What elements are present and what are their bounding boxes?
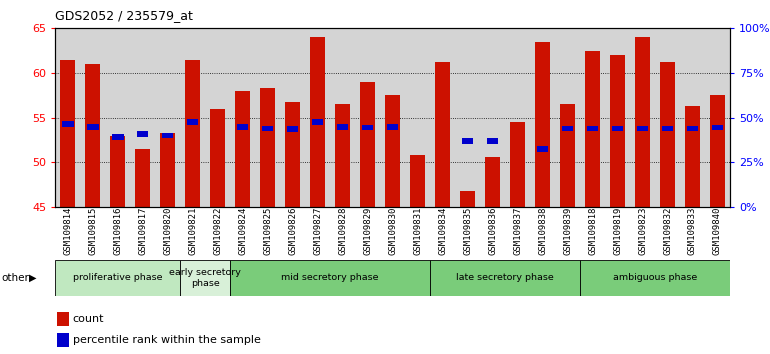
Bar (160, 133, 176, 207)
Text: GDS2052 / 235579_at: GDS2052 / 235579_at (55, 9, 193, 22)
Bar (55, 260, 180, 296)
Bar (410, 155, 425, 207)
Bar (460, 191, 475, 207)
Text: GSM109816: GSM109816 (113, 207, 122, 256)
Text: ▶: ▶ (29, 273, 37, 283)
Bar (435, 62, 450, 207)
Bar (710, 95, 725, 207)
Bar (180, 260, 230, 296)
Bar (230, 260, 430, 296)
Bar (110, 136, 126, 207)
Bar (213, 213, 223, 219)
Text: GSM109838: GSM109838 (538, 207, 547, 256)
Text: GSM109840: GSM109840 (713, 207, 722, 256)
Bar (335, 104, 350, 207)
Text: GSM109834: GSM109834 (438, 207, 447, 256)
Bar (310, 37, 325, 207)
Bar (85, 64, 100, 207)
Bar (637, 126, 648, 131)
Text: GSM109818: GSM109818 (588, 207, 597, 256)
Bar (287, 126, 299, 132)
Bar (385, 95, 400, 207)
Text: GSM109833: GSM109833 (688, 207, 697, 256)
Text: GSM109824: GSM109824 (238, 207, 247, 256)
Bar (362, 125, 373, 130)
Text: late secretory phase: late secretory phase (457, 273, 554, 282)
Text: GSM109832: GSM109832 (663, 207, 672, 256)
Bar (437, 213, 448, 219)
Bar (60, 59, 75, 207)
Text: proliferative phase: proliferative phase (73, 273, 162, 282)
Text: GSM109821: GSM109821 (189, 207, 197, 256)
Text: GSM109817: GSM109817 (139, 207, 147, 256)
Bar (412, 213, 424, 219)
Bar (62, 121, 74, 127)
Bar (337, 124, 348, 130)
Text: GSM109822: GSM109822 (213, 207, 223, 256)
Text: GSM109837: GSM109837 (513, 207, 522, 256)
Text: mid secretory phase: mid secretory phase (282, 273, 379, 282)
Text: GSM109831: GSM109831 (413, 207, 422, 256)
Text: percentile rank within the sample: percentile rank within the sample (72, 335, 260, 345)
Bar (711, 125, 723, 130)
Text: ambiguous phase: ambiguous phase (613, 273, 697, 282)
Bar (587, 126, 598, 131)
Text: GSM109815: GSM109815 (89, 207, 98, 256)
Bar (687, 126, 698, 131)
Bar (560, 104, 575, 207)
Bar (162, 133, 173, 138)
Text: GSM109836: GSM109836 (488, 207, 497, 256)
Bar (430, 260, 580, 296)
Text: GSM109820: GSM109820 (163, 207, 172, 256)
Bar (360, 82, 375, 207)
Bar (236, 91, 250, 207)
Bar (487, 138, 498, 144)
Text: other: other (2, 273, 29, 283)
Bar (186, 61, 200, 207)
Bar (685, 106, 700, 207)
Text: GSM109814: GSM109814 (63, 207, 72, 256)
Bar (510, 122, 525, 207)
Bar (612, 126, 623, 131)
Text: GSM109823: GSM109823 (638, 207, 647, 256)
Text: GSM109825: GSM109825 (263, 207, 273, 256)
Bar (562, 126, 573, 131)
Text: count: count (72, 314, 104, 324)
Bar (187, 119, 199, 125)
Text: GSM109826: GSM109826 (288, 207, 297, 256)
Bar (136, 149, 150, 207)
Bar (57, 333, 69, 347)
Text: GSM109829: GSM109829 (363, 207, 372, 256)
Text: GSM109827: GSM109827 (313, 207, 323, 256)
Bar (210, 109, 226, 207)
Bar (512, 213, 524, 219)
Bar (610, 55, 625, 207)
Bar (260, 88, 276, 207)
Text: GSM109819: GSM109819 (613, 207, 622, 256)
Bar (262, 126, 273, 131)
Bar (662, 126, 673, 131)
Bar (237, 124, 249, 130)
Bar (387, 124, 398, 130)
Text: early secretory
phase: early secretory phase (169, 268, 241, 287)
Bar (580, 260, 730, 296)
Bar (137, 131, 149, 137)
Bar (485, 157, 501, 207)
Bar (635, 37, 650, 207)
Bar (660, 62, 675, 207)
Text: GSM109828: GSM109828 (338, 207, 347, 256)
Bar (312, 119, 323, 125)
Text: GSM109839: GSM109839 (563, 207, 572, 256)
Bar (535, 42, 550, 207)
Bar (462, 138, 474, 144)
Bar (585, 51, 600, 207)
Bar (87, 124, 99, 130)
Bar (112, 135, 123, 140)
Bar (285, 102, 300, 207)
Bar (57, 312, 69, 326)
Bar (537, 146, 548, 152)
Text: GSM109830: GSM109830 (388, 207, 397, 256)
Text: GSM109835: GSM109835 (463, 207, 472, 256)
